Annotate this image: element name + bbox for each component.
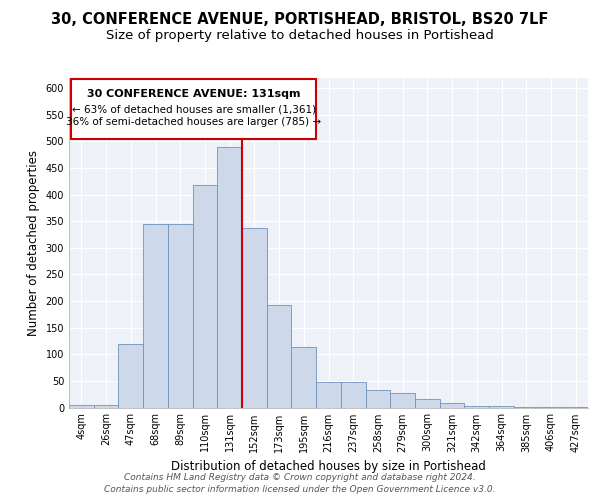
Bar [464,406,489,407]
Bar [118,344,143,407]
Text: 30, CONFERENCE AVENUE, PORTISHEAD, BRISTOL, BS20 7LF: 30, CONFERENCE AVENUE, PORTISHEAD, BRIST… [52,12,548,28]
Bar [514,407,539,408]
Bar [94,405,118,407]
Text: ← 63% of detached houses are smaller (1,361): ← 63% of detached houses are smaller (1,… [72,104,316,114]
Text: Contains HM Land Registry data © Crown copyright and database right 2024.
Contai: Contains HM Land Registry data © Crown c… [104,472,496,494]
Bar [267,305,292,408]
Bar [217,146,242,408]
Bar [292,348,316,408]
Bar [415,399,440,407]
Bar [539,407,563,408]
Bar [341,382,365,407]
Bar [316,382,341,407]
Bar [390,393,415,407]
Bar [440,402,464,407]
Bar [69,405,94,407]
Text: 36% of semi-detached houses are larger (785) →: 36% of semi-detached houses are larger (… [66,117,322,127]
Bar [365,390,390,407]
Bar [563,407,588,408]
Bar [168,224,193,408]
Text: 30 CONFERENCE AVENUE: 131sqm: 30 CONFERENCE AVENUE: 131sqm [87,89,301,99]
Bar [143,224,168,408]
X-axis label: Distribution of detached houses by size in Portishead: Distribution of detached houses by size … [171,460,486,473]
Text: Size of property relative to detached houses in Portishead: Size of property relative to detached ho… [106,29,494,42]
Bar [242,228,267,408]
Bar [489,406,514,408]
Y-axis label: Number of detached properties: Number of detached properties [27,150,40,336]
FancyBboxPatch shape [71,78,316,138]
Bar [193,185,217,408]
